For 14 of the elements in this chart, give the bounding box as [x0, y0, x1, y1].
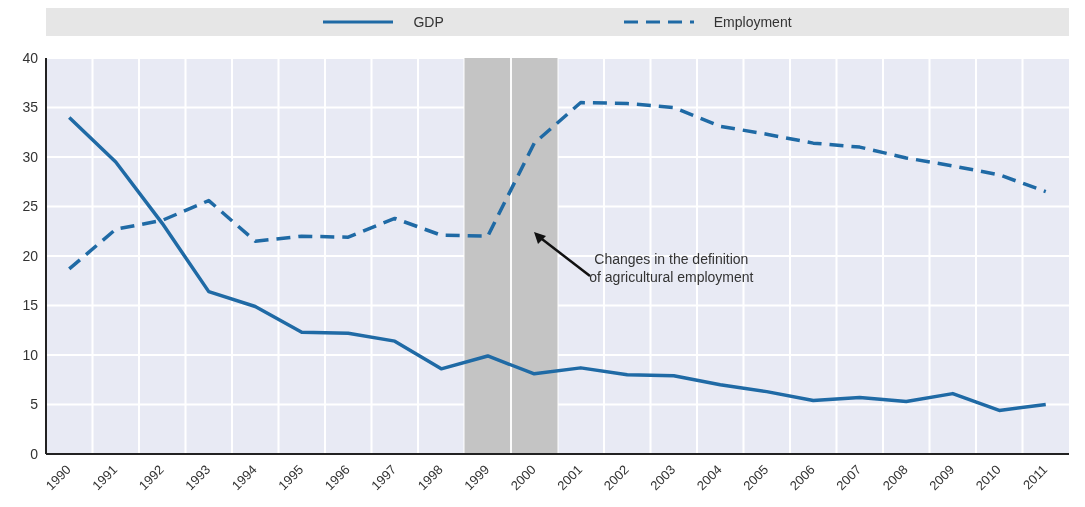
annotation: Changes in the definition of agricultural employment	[589, 250, 754, 287]
y-tick-label: 0	[30, 445, 39, 462]
y-tick-label: 10	[22, 346, 39, 363]
y-tick-label: 5	[30, 396, 39, 413]
line-series	[67, 100, 1048, 271]
legend-label: GDP	[413, 14, 444, 30]
legend-label: Employment	[713, 14, 792, 30]
y-tick-label: 30	[22, 148, 39, 165]
y-tick-label: 20	[22, 247, 39, 264]
line-series	[67, 115, 1048, 413]
y-tick-label: 35	[22, 99, 39, 116]
y-tick-label: 25	[22, 198, 39, 215]
y-tick-label: 40	[22, 49, 39, 66]
y-tick-label: 15	[22, 297, 39, 314]
